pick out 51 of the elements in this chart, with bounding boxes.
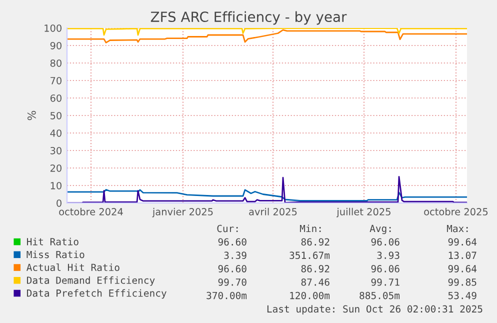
text: 86.92: [301, 238, 330, 246]
legend-label: Data Prefetch Efficiency: [27, 289, 166, 299]
text: 3.39: [224, 252, 246, 259]
text: Avg:: [370, 224, 391, 234]
text: 86.92: [301, 265, 330, 272]
text: 96.60: [218, 238, 246, 246]
y-tick-label: 50: [50, 112, 62, 120]
y-tick-label: 20: [50, 164, 62, 172]
x-tick-label: janvier 2025: [152, 208, 213, 218]
legend-label: Data Demand Efficiency: [27, 276, 155, 286]
y-tick-label: 70: [50, 76, 62, 84]
y-axis-title: %: [27, 110, 36, 120]
text: 96.06: [371, 238, 400, 246]
y-tick-label: 90: [50, 42, 62, 50]
line-series: [67, 29, 467, 44]
text: Min:: [300, 224, 321, 232]
text: 99.64: [448, 265, 477, 272]
text: 351.67m: [290, 252, 330, 259]
chart-title: ZFS ARC Efficiency - by year: [150, 11, 347, 25]
text: 13.07: [448, 252, 476, 259]
x-tick-label: octobre 2024: [59, 208, 123, 216]
legend-label: Actual Hit Ratio: [26, 263, 120, 272]
text: 96.06: [371, 265, 400, 272]
text: Max:: [446, 224, 468, 232]
legend-label: Hit Ratio: [27, 238, 78, 246]
text: Last update: Sun Oct 26 02:00:31 2025: [267, 305, 482, 314]
text: 99.71: [371, 278, 400, 286]
text: 99.85: [448, 278, 476, 286]
text: 885.05m: [360, 292, 400, 300]
x-tick-label: juillet 2025: [336, 208, 390, 218]
text: 99.64: [448, 238, 477, 246]
line-series: [67, 28, 467, 36]
text: 120.00m: [290, 292, 330, 300]
legend-label: Miss Ratio: [26, 250, 84, 258]
y-tick-label: 10: [50, 182, 62, 190]
y-tick-label: 60: [50, 94, 62, 102]
text: 87.46: [301, 278, 330, 286]
text: 99.70: [218, 278, 246, 286]
y-tick-label: 100: [44, 24, 62, 32]
x-tick-label: avril 2025: [249, 208, 297, 216]
text: 53.49: [448, 292, 476, 300]
y-tick-label: 40: [50, 129, 62, 137]
text: 3.93: [377, 252, 400, 259]
text: 370.00m: [206, 292, 247, 300]
y-tick-label: 80: [50, 59, 62, 67]
y-tick-label: 0: [56, 199, 62, 207]
line-series: [67, 189, 467, 202]
y-tick-label: 30: [50, 146, 62, 154]
text: Cur:: [217, 224, 238, 232]
text: 96.60: [218, 265, 246, 272]
x-tick-label: octobre 2025: [424, 208, 488, 216]
